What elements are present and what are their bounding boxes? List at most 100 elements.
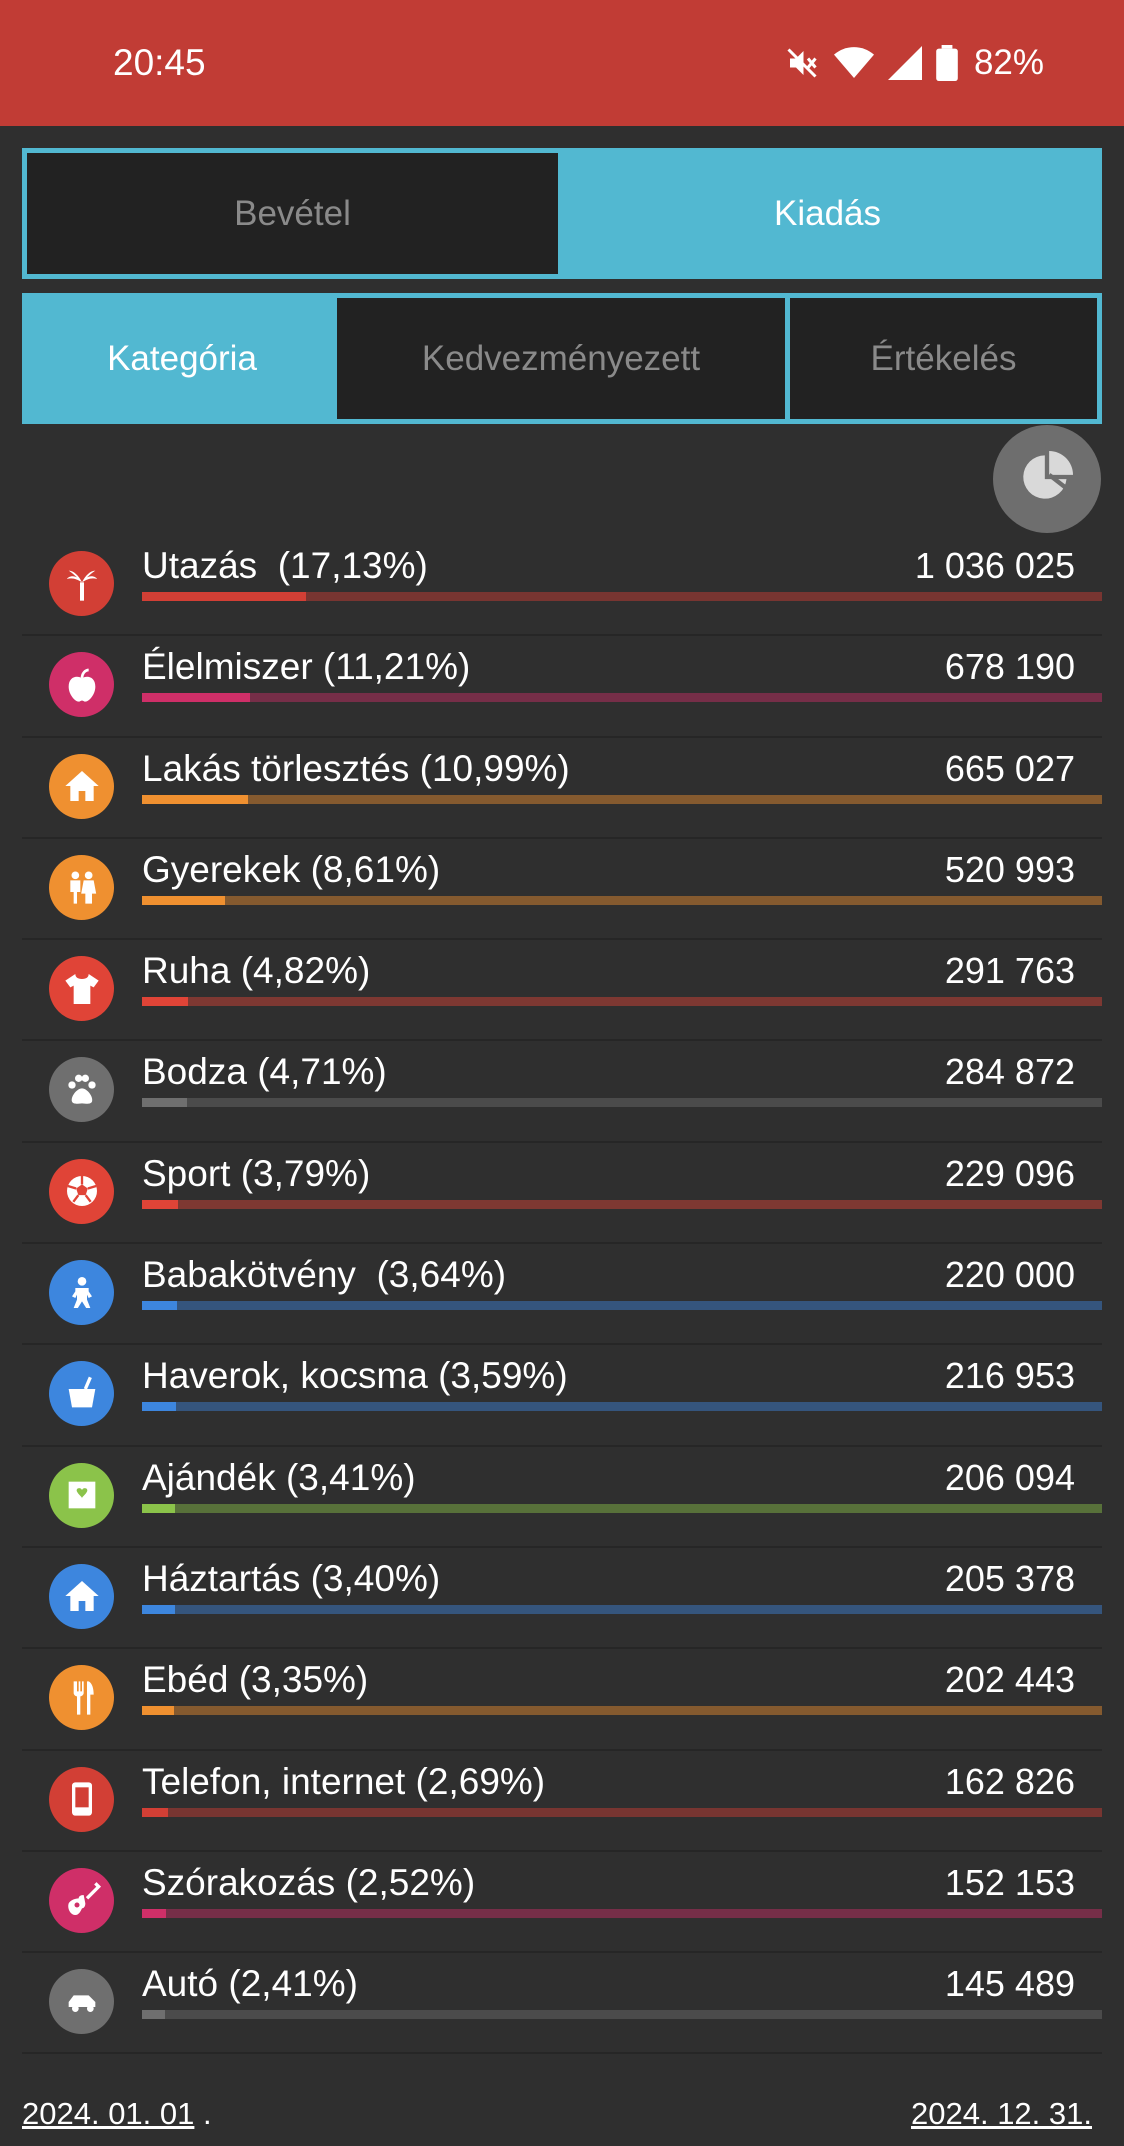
category-bar-fill — [142, 592, 307, 601]
category-amount: 145 489 — [944, 1963, 1075, 2005]
tshirt-icon — [49, 956, 114, 1022]
category-row[interactable]: Élelmiszer (11,21%) 678 190 — [22, 636, 1102, 738]
car-icon — [49, 1969, 114, 2035]
category-amount: 1 036 025 — [914, 545, 1075, 586]
category-bar-fill — [142, 1604, 175, 1614]
category-row[interactable]: Haverok, kocsma (3,59%) 216 953 — [22, 1345, 1102, 1447]
category-label: Autó (2,41%) — [142, 1963, 358, 2005]
chart-toggle-button[interactable] — [993, 425, 1101, 533]
category-bar-fill — [142, 895, 225, 905]
category-row[interactable]: Lakás törlesztés (10,99%) 665 027 — [22, 738, 1102, 839]
category-amount: 202 443 — [944, 1659, 1075, 1701]
category-label: Ajándék (3,41%) — [142, 1456, 416, 1498]
category-bar-track — [142, 1098, 1102, 1108]
status-time: 20:45 — [113, 42, 206, 83]
paw-icon — [49, 1057, 114, 1123]
category-amount: 678 190 — [944, 646, 1075, 688]
tab-rating[interactable]: Értékelés — [790, 298, 1097, 419]
status-bar: 20:45 82% — [0, 0, 1124, 126]
category-bar-fill — [142, 2010, 166, 2020]
category-label: Lakás törlesztés (10,99%) — [142, 747, 570, 789]
home-icon — [49, 1563, 114, 1629]
category-bar-fill — [142, 1706, 175, 1716]
category-row[interactable]: Ajándék (3,41%) 206 094 — [22, 1447, 1102, 1548]
category-amount: 206 094 — [944, 1456, 1075, 1498]
category-amount: 152 153 — [944, 1861, 1075, 1903]
category-label: Ebéd (3,35%) — [142, 1659, 369, 1701]
cup-icon — [49, 1361, 114, 1427]
category-row[interactable]: Autó (2,41%) 145 489 — [22, 1953, 1102, 2055]
category-row[interactable]: Telefon, internet (2,69%) 162 826 — [22, 1751, 1102, 1852]
apple-icon — [49, 652, 114, 718]
battery-percent: 82% — [973, 43, 1044, 82]
category-bar-fill — [142, 693, 250, 703]
tab-payee[interactable]: Kedvezményezett — [337, 298, 785, 419]
status-icons: 82% — [784, 36, 1044, 90]
category-bar-track — [142, 794, 1102, 804]
category-amount: 291 763 — [944, 950, 1075, 992]
category-row[interactable]: Bodza (4,71%) 284 872 — [22, 1041, 1102, 1143]
category-label: Bodza (4,71%) — [142, 1051, 387, 1093]
category-bar-track — [142, 1503, 1102, 1513]
start-date-dot: . — [203, 2096, 212, 2131]
category-row[interactable]: Gyerekek (8,61%) 520 993 — [22, 839, 1102, 941]
category-row[interactable]: Babakötvény (3,64%) 220 000 — [22, 1244, 1102, 1346]
palm-tree-icon — [49, 551, 114, 616]
category-bar-fill — [142, 1908, 167, 1918]
category-bar-track — [142, 1402, 1102, 1412]
signal-icon — [887, 46, 922, 80]
category-bar-fill — [142, 1402, 177, 1412]
house-icon — [49, 753, 114, 819]
category-bar-track — [142, 693, 1102, 703]
soccer-ball-icon — [49, 1158, 114, 1224]
tab-category[interactable]: Kategória — [107, 338, 257, 378]
category-bar-fill — [142, 1301, 177, 1311]
category-bar-fill — [142, 1503, 175, 1513]
category-row[interactable]: Szórakozás (2,52%) 152 153 — [22, 1852, 1102, 1954]
category-amount: 162 826 — [944, 1760, 1075, 1802]
category-bar-track — [142, 1604, 1102, 1614]
category-bar-track — [142, 592, 1102, 601]
category-row[interactable]: Sport (3,79%) 229 096 — [22, 1143, 1102, 1245]
category-list: Utazás (17,13%) 1 036 025 Élelmiszer (11,2… — [22, 535, 1102, 2078]
category-label: Ruha (4,82%) — [142, 950, 371, 992]
category-amount: 665 027 — [944, 747, 1075, 789]
category-label: Babakötvény (3,64%) — [142, 1254, 507, 1296]
start-date-link[interactable]: 2024. 01. 01 — [22, 2096, 195, 2131]
category-label: Szórakozás (2,52%) — [142, 1861, 476, 1903]
category-amount: 520 993 — [944, 848, 1075, 890]
category-bar-track — [142, 1301, 1102, 1311]
baby-icon — [49, 1260, 114, 1326]
category-label: Élelmiszer (11,21%) — [142, 646, 471, 688]
category-bar-fill — [142, 794, 248, 804]
category-bar-track — [142, 997, 1102, 1007]
category-bar-track — [142, 1199, 1102, 1209]
category-bar-fill — [142, 1098, 188, 1108]
category-row[interactable]: Háztartás (3,40%) 205 378 — [22, 1548, 1102, 1650]
category-amount: 205 378 — [944, 1557, 1075, 1599]
category-row[interactable]: Ruha (4,82%) 291 763 — [22, 940, 1102, 1042]
tab-expense[interactable]: Kiadás — [773, 193, 882, 233]
gift-box-icon — [49, 1462, 114, 1528]
category-label: Háztartás (3,40%) — [142, 1557, 441, 1599]
category-amount: 216 953 — [944, 1355, 1075, 1397]
pie-chart-icon — [1021, 450, 1073, 508]
category-row[interactable]: Utazás (17,13%) 1 036 025 — [22, 535, 1102, 637]
category-bar-track — [142, 1908, 1102, 1918]
category-row[interactable]: Ebéd (3,35%) 202 443 — [22, 1649, 1102, 1751]
tab-income[interactable]: Bevétel — [27, 153, 558, 274]
phone-icon — [49, 1766, 114, 1832]
end-date-link[interactable]: 2024. 12. 31. — [911, 2096, 1092, 2131]
fork-knife-icon — [49, 1665, 114, 1731]
children-icon — [49, 854, 114, 920]
guitar-icon — [49, 1867, 114, 1933]
category-amount: 284 872 — [944, 1051, 1075, 1093]
type-tab-bar: Bevétel Kiadás — [22, 148, 1102, 279]
category-bar-fill — [142, 1199, 179, 1209]
category-bar-track — [142, 2010, 1102, 2020]
wifi-icon — [833, 45, 874, 81]
category-label: Telefon, internet (2,69%) — [142, 1760, 546, 1802]
category-bar-track — [142, 1807, 1102, 1817]
category-label: Utazás (17,13%) — [142, 545, 428, 586]
category-amount: 229 096 — [944, 1152, 1075, 1194]
